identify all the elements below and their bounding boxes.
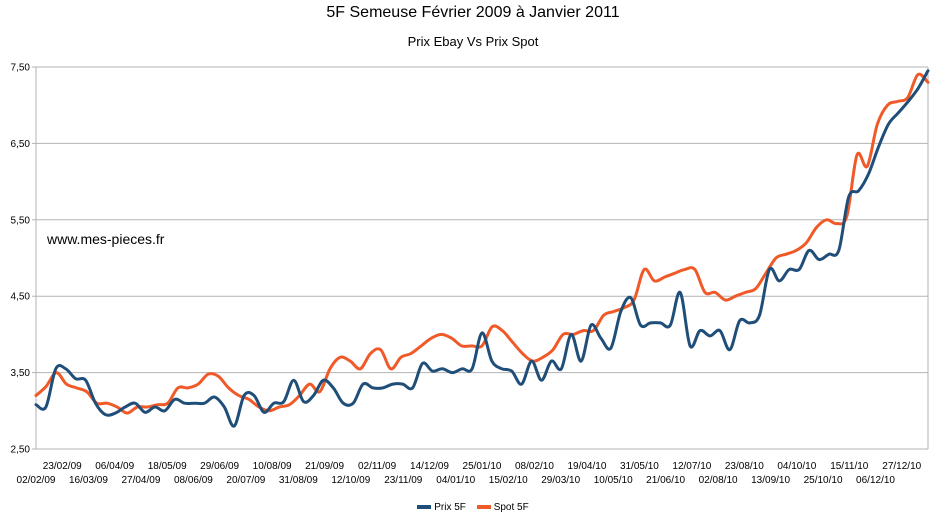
y-tick-label: 2,50 [11, 445, 31, 456]
x-tick-label: 08/06/09 [174, 475, 213, 486]
x-tick-label: 23/02/09 [43, 461, 82, 472]
legend-swatch-spot-5f [476, 505, 491, 509]
series-lines [34, 69, 930, 428]
legend-item-spot-5f: Spot 5F [476, 501, 529, 513]
x-tick-label: 19/04/10 [567, 461, 606, 472]
x-tick-label: 12/10/09 [331, 475, 370, 486]
x-tick-label: 23/08/10 [725, 461, 764, 472]
legend: Prix 5F Spot 5F [0, 501, 946, 513]
series-line-prix-5f [34, 69, 930, 428]
chart-title: 5F Semeuse Février 2009 à Janvier 2011 [326, 4, 620, 21]
plot-area: 2,50 3,50 4,50 5,50 6,50 7,50 02/02/09 16/03/0… [11, 63, 930, 486]
x-tick-label: 29/06/09 [200, 461, 239, 472]
x-tick-label: 10/05/10 [594, 475, 633, 486]
x-tick-label: 25/01/10 [463, 461, 502, 472]
site-watermark: www.mes-pieces.fr [47, 231, 165, 247]
y-axis: 2,50 3,50 4,50 5,50 6,50 7,50 [11, 63, 36, 456]
y-tick-label: 5,50 [11, 215, 31, 226]
x-tick-label: 21/09/09 [305, 461, 344, 472]
x-tick-label: 23/11/09 [384, 475, 423, 486]
x-tick-label: 06/12/10 [856, 475, 895, 486]
x-tick-label: 15/02/10 [489, 475, 528, 486]
x-tick-label: 06/04/09 [95, 461, 134, 472]
x-tick-label: 02/02/09 [17, 475, 56, 486]
x-tick-label: 02/11/09 [358, 461, 397, 472]
x-tick-label: 18/05/09 [148, 461, 187, 472]
x-tick-label: 31/05/10 [620, 461, 659, 472]
x-tick-label: 12/07/10 [672, 461, 711, 472]
y-tick-label: 7,50 [11, 63, 31, 74]
x-tick-label: 08/02/10 [515, 461, 554, 472]
x-tick-label: 13/09/10 [751, 475, 790, 486]
legend-label-prix-5f: Prix 5F [434, 501, 466, 513]
x-tick-label: 20/07/09 [226, 475, 265, 486]
x-tick-label: 21/06/10 [646, 475, 685, 486]
y-tick-label: 4,50 [11, 292, 31, 303]
legend-swatch-prix-5f [417, 505, 432, 509]
x-tick-label: 27/12/10 [882, 461, 921, 472]
x-tick-label: 16/03/09 [69, 475, 108, 486]
x-tick-label: 31/08/09 [279, 475, 318, 486]
x-tick-label: 29/03/10 [541, 475, 580, 486]
x-tick-label: 10/08/09 [253, 461, 292, 472]
y-tick-label: 3,50 [11, 368, 31, 379]
x-tick-label: 04/10/10 [777, 461, 816, 472]
legend-label-spot-5f: Spot 5F [493, 501, 529, 513]
x-axis: 02/02/09 16/03/09 27/04/09 08/06/09 20/07/09… [17, 461, 922, 486]
x-tick-label: 14/12/09 [410, 461, 449, 472]
grid-lines [35, 66, 929, 450]
x-tick-label: 04/01/10 [436, 475, 475, 486]
x-tick-label: 25/10/10 [804, 475, 843, 486]
legend-item-prix-5f: Prix 5F [417, 502, 466, 513]
series-line-spot-5f [34, 72, 930, 415]
chart-subtitle: Prix Ebay Vs Prix Spot [407, 34, 539, 49]
x-tick-label: 02/08/10 [699, 475, 738, 486]
x-tick-label: 15/11/10 [830, 461, 869, 472]
x-tick-label: 27/04/09 [121, 475, 160, 486]
y-tick-label: 6,50 [11, 139, 31, 150]
